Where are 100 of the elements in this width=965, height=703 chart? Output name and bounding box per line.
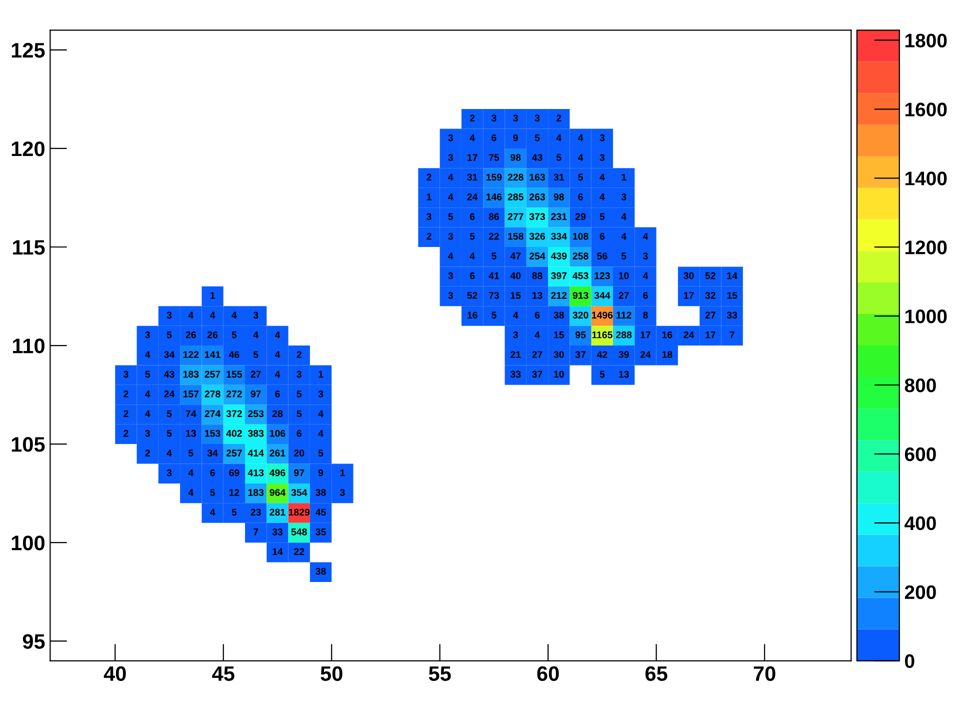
x-tick-label: 40 bbox=[104, 666, 126, 681]
data-label: 7 bbox=[730, 331, 734, 338]
data-label: 272 bbox=[226, 390, 242, 398]
data-label: 320 bbox=[572, 312, 588, 319]
data-label: 344 bbox=[594, 292, 610, 299]
y-tick-label: 120 bbox=[12, 141, 44, 156]
data-label: 3 bbox=[600, 154, 605, 161]
data-label: 548 bbox=[291, 528, 307, 536]
data-label: 285 bbox=[508, 193, 524, 200]
data-label: 5 bbox=[600, 213, 605, 220]
data-label: 4 bbox=[642, 272, 648, 280]
data-label: 4 bbox=[578, 134, 584, 142]
data-label: 158 bbox=[508, 232, 524, 240]
data-label: 277 bbox=[508, 213, 524, 220]
data-label: 3 bbox=[145, 331, 150, 338]
data-label: 30 bbox=[684, 272, 694, 280]
data-label: 4 bbox=[470, 134, 475, 142]
data-label: 5 bbox=[600, 370, 605, 378]
data-label: 6 bbox=[600, 232, 605, 240]
data-label: 439 bbox=[550, 252, 567, 260]
data-label: 34 bbox=[207, 450, 218, 457]
data-label: 3 bbox=[166, 312, 172, 319]
data-label: 288 bbox=[616, 331, 632, 338]
data-label: 27 bbox=[250, 370, 261, 378]
data-label: 5 bbox=[492, 312, 496, 319]
data-label: 97 bbox=[294, 469, 304, 476]
data-label: 28 bbox=[272, 410, 283, 418]
data-label: 69 bbox=[229, 469, 240, 476]
data-label: 5 bbox=[448, 213, 454, 220]
data-label: 4 bbox=[318, 410, 324, 418]
data-label: 9 bbox=[318, 469, 324, 476]
data-label: 26 bbox=[207, 331, 218, 338]
data-label: 3 bbox=[513, 331, 518, 338]
data-label: 212 bbox=[551, 292, 567, 299]
data-label: 4 bbox=[274, 351, 280, 358]
data-label: 98 bbox=[510, 154, 521, 161]
data-label: 3 bbox=[340, 489, 345, 496]
data-label: 3 bbox=[448, 292, 454, 299]
data-label: 5 bbox=[253, 351, 258, 358]
y-tick-label: 110 bbox=[13, 338, 44, 354]
data-label: 159 bbox=[486, 174, 502, 181]
data-label: 52 bbox=[705, 272, 716, 280]
data-label: 14 bbox=[727, 272, 738, 280]
data-label: 4 bbox=[534, 331, 540, 338]
data-label: 402 bbox=[226, 430, 242, 437]
data-label: 253 bbox=[248, 410, 264, 418]
data-label: 75 bbox=[488, 154, 500, 161]
data-label: 5 bbox=[210, 489, 215, 496]
data-label: 1 bbox=[340, 469, 345, 476]
data-label: 4 bbox=[600, 174, 605, 181]
data-label: 13 bbox=[532, 292, 542, 299]
data-label: 27 bbox=[705, 312, 716, 318]
data-label: 2 bbox=[124, 390, 128, 398]
data-label: 47 bbox=[510, 252, 521, 260]
data-label: 5 bbox=[621, 252, 626, 260]
data-label: 5 bbox=[296, 390, 302, 398]
data-label: 6 bbox=[296, 430, 302, 437]
data-label: 24 bbox=[164, 390, 175, 398]
data-label: 1829 bbox=[288, 508, 310, 516]
data-label: 108 bbox=[573, 232, 588, 240]
data-label: 453 bbox=[572, 272, 588, 280]
data-label: 373 bbox=[529, 213, 546, 220]
data-label: 34 bbox=[164, 351, 175, 358]
data-label: 913 bbox=[572, 292, 588, 299]
y-tick-label: 115 bbox=[13, 240, 45, 255]
data-label: 4 bbox=[448, 194, 454, 200]
data-label: 4 bbox=[578, 154, 584, 161]
data-label: 4 bbox=[642, 232, 648, 240]
data-label: 3 bbox=[253, 312, 258, 319]
data-label: 4 bbox=[274, 370, 280, 378]
data-label: 17 bbox=[706, 331, 716, 338]
data-label: 32 bbox=[705, 292, 716, 299]
x-tick-label: 60 bbox=[537, 666, 559, 681]
data-label: 228 bbox=[508, 174, 524, 181]
data-label: 5 bbox=[534, 134, 540, 142]
data-label: 3 bbox=[123, 370, 128, 378]
x-tick-label: 65 bbox=[645, 666, 668, 681]
data-label: 1 bbox=[622, 174, 626, 181]
data-label: 278 bbox=[204, 390, 220, 398]
data-label: 2 bbox=[470, 114, 475, 122]
x-tick-label: 70 bbox=[754, 666, 776, 681]
data-label: 4 bbox=[188, 489, 194, 496]
data-label: 4 bbox=[513, 312, 518, 318]
data-label: 372 bbox=[226, 410, 242, 418]
data-label: 27 bbox=[618, 292, 629, 299]
data-label: 383 bbox=[248, 430, 264, 437]
data-label: 183 bbox=[183, 370, 199, 378]
data-label: 3 bbox=[166, 469, 172, 476]
data-label: 183 bbox=[248, 489, 264, 496]
data-label: 13 bbox=[619, 370, 629, 378]
data-label: 4 bbox=[232, 312, 237, 318]
data-label: 6 bbox=[492, 134, 496, 142]
data-label: 257 bbox=[204, 370, 220, 378]
data-label: 3 bbox=[296, 370, 302, 378]
data-label: 38 bbox=[316, 489, 326, 496]
data-label: 9 bbox=[513, 134, 518, 142]
color-bar-label: 600 bbox=[904, 447, 936, 462]
data-label: 4 bbox=[253, 331, 258, 338]
data-label: 3 bbox=[426, 213, 432, 220]
data-label: 17 bbox=[640, 331, 650, 338]
